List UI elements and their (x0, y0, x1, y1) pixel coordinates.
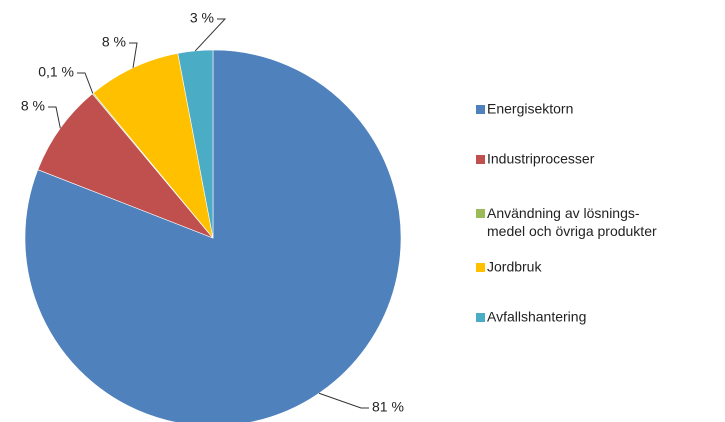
data-label: 8 % (21, 98, 45, 114)
legend-label: Jordbruk (487, 259, 542, 275)
legend-label: Användning av lösnings-medel och övriga … (487, 205, 657, 239)
data-label: 8 % (102, 34, 126, 50)
leader-line (129, 42, 138, 68)
legend-label: Avfallshantering (487, 309, 586, 325)
legend-swatch (476, 155, 485, 164)
data-label: 0,1 % (38, 64, 74, 80)
pie-slice (177, 49, 214, 239)
leader-line (194, 18, 227, 52)
legend-swatch (476, 209, 485, 218)
leader-line (318, 392, 369, 409)
pie-slice (37, 93, 214, 239)
leader-line (48, 106, 61, 129)
legend-label: Industriprocesser (487, 151, 595, 167)
pie-slice (92, 52, 214, 239)
data-label: 81 % (372, 399, 404, 415)
legend-swatch (476, 105, 485, 114)
legend-swatch (476, 263, 485, 272)
leader-line (77, 72, 94, 94)
legend-label: Energisektorn (487, 101, 573, 117)
legend-swatch (476, 313, 485, 322)
data-label: 3 % (190, 10, 214, 26)
